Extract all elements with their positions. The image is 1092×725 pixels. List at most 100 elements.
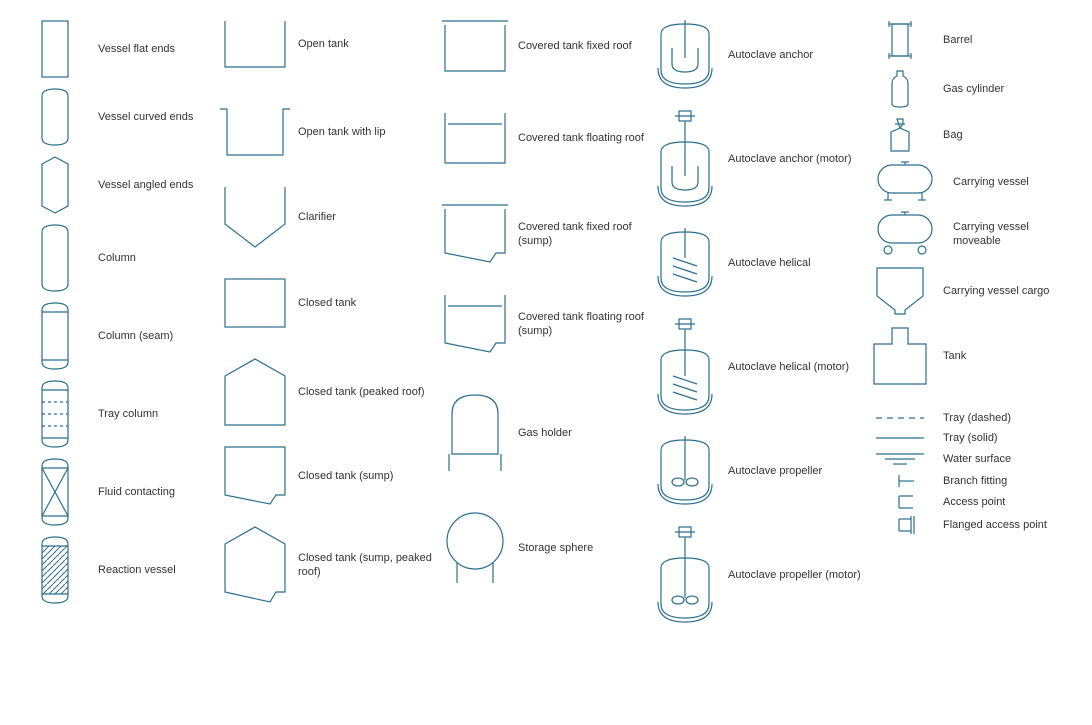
closed-tank-sump-icon	[220, 446, 290, 506]
carrying-vessel-icon	[865, 162, 945, 202]
item-vessel-curved-ends: Vessel curved ends	[20, 88, 220, 146]
label: Closed tank (sump, peaked roof)	[298, 551, 440, 580]
label: Bag	[943, 128, 963, 142]
item-bag: Bag	[865, 118, 1075, 152]
item-closed-tank-peaked: Closed tank (peaked roof)	[220, 358, 440, 426]
label: Open tank with lip	[298, 125, 385, 139]
label: Vessel curved ends	[98, 110, 193, 124]
label: Autoclave helical	[728, 256, 811, 270]
column-3: Covered tank fixed roof Covered tank flo…	[440, 20, 650, 634]
column-icon	[20, 224, 90, 292]
autoclave-helical-motor-icon	[650, 318, 720, 416]
item-autoclave-anchor-motor: Autoclave anchor (motor)	[650, 110, 865, 208]
vessel-angled-ends-icon	[20, 156, 90, 214]
item-gas-cylinder: Gas cylinder	[865, 70, 1075, 108]
tray-solid-icon	[865, 434, 935, 442]
label: Carrying vessel	[953, 175, 1029, 189]
fluid-contacting-icon	[20, 458, 90, 526]
label: Carrying vessel moveable	[953, 220, 1075, 249]
label: Autoclave helical (motor)	[728, 360, 849, 374]
item-covered-floating: Covered tank floating roof	[440, 112, 650, 164]
item-branch-fitting: Branch fitting	[865, 474, 1075, 488]
label: Tray column	[98, 407, 158, 421]
item-column-seam: Column (seam)	[20, 302, 220, 370]
item-gas-holder: Gas holder	[440, 394, 650, 472]
gas-holder-icon	[440, 394, 510, 472]
label: Closed tank (sump)	[298, 469, 393, 483]
label: Covered tank fixed roof (sump)	[518, 220, 650, 249]
label: Tank	[943, 349, 966, 363]
label: Autoclave propeller	[728, 464, 822, 478]
autoclave-helical-icon	[650, 228, 720, 298]
item-clarifier: Clarifier	[220, 186, 440, 248]
label: Carrying vessel cargo	[943, 284, 1049, 298]
access-point-icon	[865, 494, 935, 510]
item-closed-tank-sump: Closed tank (sump)	[220, 446, 440, 506]
label: Column (seam)	[98, 329, 173, 343]
item-autoclave-anchor: Autoclave anchor	[650, 20, 865, 90]
item-carrying-vessel-moveable: Carrying vessel moveable	[865, 212, 1075, 256]
label: Tray (solid)	[943, 431, 998, 445]
vessel-flat-ends-icon	[20, 20, 90, 78]
item-open-tank-lip: Open tank with lip	[220, 108, 440, 156]
column-1: Vessel flat ends Vessel curved ends Vess…	[20, 20, 220, 634]
label: Covered tank floating roof (sump)	[518, 310, 650, 339]
item-autoclave-helical: Autoclave helical	[650, 228, 865, 298]
item-tray-solid: Tray (solid)	[865, 431, 1075, 445]
closed-tank-icon	[220, 278, 290, 328]
covered-tank-floating-icon	[440, 112, 510, 164]
item-closed-tank-sump-peaked: Closed tank (sump, peaked roof)	[220, 526, 440, 604]
label: Closed tank (peaked roof)	[298, 385, 425, 399]
tray-column-icon	[20, 380, 90, 448]
label: Autoclave anchor (motor)	[728, 152, 852, 166]
column-4: Autoclave anchor Autoclave anchor (motor…	[650, 20, 865, 634]
item-water-surface: Water surface	[865, 452, 1075, 468]
label: Column	[98, 251, 136, 265]
covered-tank-floating-sump-icon	[440, 294, 510, 354]
label: Reaction vessel	[98, 563, 176, 577]
label: Autoclave propeller (motor)	[728, 568, 861, 582]
label: Vessel angled ends	[98, 178, 193, 192]
item-reaction-vessel: Reaction vessel	[20, 536, 220, 604]
item-carrying-vessel-cargo: Carrying vessel cargo	[865, 266, 1075, 316]
item-covered-floating-sump: Covered tank floating roof (sump)	[440, 294, 650, 354]
tray-dashed-icon	[865, 414, 935, 422]
autoclave-anchor-icon	[650, 20, 720, 90]
item-open-tank: Open tank	[220, 20, 440, 68]
autoclave-anchor-motor-icon	[650, 110, 720, 208]
label: Gas holder	[518, 426, 572, 440]
carrying-vessel-moveable-icon	[865, 212, 945, 256]
item-autoclave-propeller: Autoclave propeller	[650, 436, 865, 506]
item-fluid-contacting: Fluid contacting	[20, 458, 220, 526]
water-surface-icon	[865, 452, 935, 468]
vessel-curved-ends-icon	[20, 88, 90, 146]
label: Branch fitting	[943, 474, 1007, 488]
item-barrel: Barrel	[865, 20, 1075, 60]
symbol-legend-grid: Vessel flat ends Vessel curved ends Vess…	[20, 20, 1072, 634]
carrying-vessel-cargo-icon	[865, 266, 935, 316]
column-5: Barrel Gas cylinder Bag Carrying vessel …	[865, 20, 1075, 634]
closed-tank-peaked-icon	[220, 358, 290, 426]
label: Tray (dashed)	[943, 411, 1011, 425]
tank-icon	[865, 326, 935, 386]
label: Gas cylinder	[943, 82, 1004, 96]
label: Autoclave anchor	[728, 48, 813, 62]
item-autoclave-propeller-motor: Autoclave propeller (motor)	[650, 526, 865, 624]
item-tray-dashed: Tray (dashed)	[865, 411, 1075, 425]
closed-tank-sump-peaked-icon	[220, 526, 290, 604]
item-vessel-angled-ends: Vessel angled ends	[20, 156, 220, 214]
clarifier-icon	[220, 186, 290, 248]
label: Clarifier	[298, 210, 336, 224]
flanged-access-point-icon	[865, 516, 935, 534]
item-tray-column: Tray column	[20, 380, 220, 448]
item-flanged-access-point: Flanged access point	[865, 516, 1075, 534]
barrel-icon	[865, 20, 935, 60]
label: Flanged access point	[943, 518, 1047, 532]
item-tank: Tank	[865, 326, 1075, 386]
label: Barrel	[943, 33, 972, 47]
autoclave-propeller-icon	[650, 436, 720, 506]
item-vessel-flat-ends: Vessel flat ends	[20, 20, 220, 78]
item-access-point: Access point	[865, 494, 1075, 510]
gas-cylinder-icon	[865, 70, 935, 108]
label: Open tank	[298, 37, 349, 51]
